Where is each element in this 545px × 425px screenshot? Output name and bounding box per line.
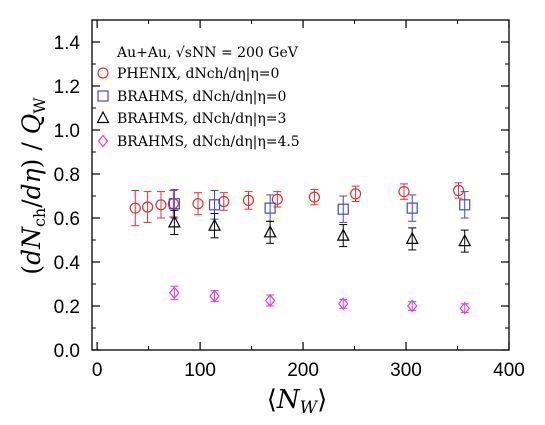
series-diamond [169, 285, 471, 315]
y-tick-label: 0.0 [54, 341, 80, 362]
series-layer [129, 182, 472, 315]
legend-marker [97, 67, 109, 79]
y-tick-label: 0.6 [54, 209, 80, 230]
data-point [129, 202, 141, 214]
data-point [349, 188, 362, 200]
data-point [406, 299, 418, 313]
tick-labels: 0 100 200 300 400 0.0 0.2 0.4 0.6 0.8 1.0 1.2 1.4 [54, 33, 525, 381]
data-point [264, 202, 276, 214]
data-point [264, 294, 276, 307]
legend-entry: BRAHMS, dNch/dη|η=4.5 [117, 134, 300, 150]
data-point [336, 228, 350, 241]
legend-entry: BRAHMS, dNch/dη|η=0 [117, 89, 286, 105]
data-point [458, 233, 472, 247]
y-tick-label: 1.2 [54, 77, 80, 98]
plot-frame [91, 19, 510, 351]
legend-marker [97, 90, 109, 102]
x-tick-label: 300 [390, 360, 422, 381]
legend: Au+Au, √sNN = 200 GeV PHENIX, dNch/dη|η=0… [96, 45, 300, 150]
y-tick-label: 1.4 [54, 33, 81, 54]
data-point [271, 193, 283, 205]
data-point [398, 186, 410, 198]
y-tick-label: 0.2 [54, 297, 80, 318]
x-tick-label: 0 [92, 360, 103, 381]
data-point [337, 297, 349, 311]
data-point [208, 218, 222, 231]
data-point [405, 231, 419, 244]
data-point [459, 301, 471, 315]
data-point [167, 215, 181, 228]
legend-entry: BRAHMS, dNch/dη|η=3 [117, 111, 286, 127]
legend-marker [96, 110, 110, 124]
x-tick-label: 400 [493, 360, 525, 381]
x-axis-title: ⟨NW⟩ [267, 385, 328, 418]
axis-ticks [92, 19, 510, 351]
legend-header: Au+Au, √sNN = 200 GeV [116, 45, 299, 61]
data-point [209, 289, 220, 303]
data-point [155, 199, 167, 211]
y-axis-title: (dNch/dη) / QW [17, 97, 49, 275]
y-tick-label: 0.8 [54, 165, 80, 186]
data-point [452, 184, 465, 197]
legend-entry: PHENIX, dNch/dη|η=0 [117, 66, 279, 82]
x-tick-label: 200 [287, 360, 319, 381]
data-point [406, 202, 418, 214]
data-point [218, 195, 230, 208]
series-triangle [167, 209, 472, 253]
data-point [242, 194, 255, 206]
data-point [459, 199, 471, 211]
legend-marker [97, 134, 109, 148]
x-tick-label: 100 [184, 360, 216, 381]
data-point [208, 199, 221, 211]
data-point [168, 198, 180, 210]
data-point [142, 201, 154, 213]
data-point [263, 225, 277, 238]
series-circle [129, 182, 465, 227]
y-tick-label: 1.0 [54, 121, 80, 142]
data-point [308, 191, 320, 203]
data-point [192, 198, 204, 210]
data-point [169, 286, 180, 300]
y-tick-label: 0.4 [54, 253, 81, 274]
data-point [337, 203, 349, 215]
